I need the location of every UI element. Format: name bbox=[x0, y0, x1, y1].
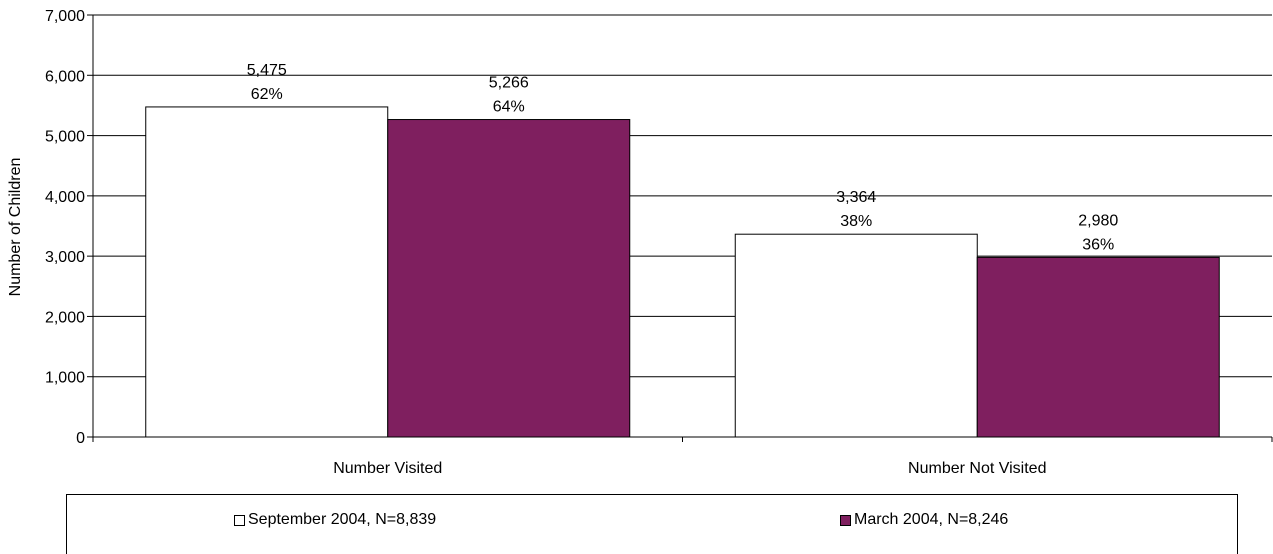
y-tick-label: 4,000 bbox=[45, 189, 85, 206]
x-tick-label: Number Not Visited bbox=[908, 460, 1046, 477]
data-label-percent: 38% bbox=[840, 213, 872, 230]
y-tick-label: 1,000 bbox=[45, 370, 85, 387]
legend-swatch-march bbox=[840, 514, 851, 526]
data-labels: 5,475 62% 5,266 64% 3,364 38% 2,980 36% bbox=[247, 62, 1119, 253]
legend-label-september: September 2004, N=8,839 bbox=[248, 511, 437, 528]
data-label-value: 5,475 bbox=[247, 62, 287, 79]
legend-label-march: March 2004, N=8,246 bbox=[854, 511, 1009, 528]
bar-september-visited bbox=[145, 106, 389, 438]
bar-chart: 0 1,000 2,000 3,000 4,000 5,000 6,000 7,000 Num… bbox=[7, 8, 1273, 477]
data-label-value: 5,266 bbox=[489, 75, 529, 92]
data-label-percent: 62% bbox=[251, 86, 283, 103]
data-label-percent: 36% bbox=[1082, 236, 1114, 253]
data-label-value: 3,364 bbox=[836, 189, 876, 206]
y-tick-labels: 0 1,000 2,000 3,000 4,000 5,000 6,000 7,000 bbox=[45, 8, 85, 447]
y-tick-label: 6,000 bbox=[45, 68, 85, 85]
y-tick-label: 5,000 bbox=[45, 129, 85, 146]
bars bbox=[145, 106, 1220, 438]
y-tick-label: 7,000 bbox=[45, 8, 85, 25]
x-tick-label: Number Visited bbox=[333, 460, 442, 477]
legend-item-september: September 2004, N=8,839 bbox=[234, 511, 436, 529]
bar-march-visited bbox=[387, 119, 631, 438]
legend: September 2004, N=8,839 March 2004, N=8,… bbox=[66, 494, 1238, 554]
y-tick-label: 0 bbox=[76, 430, 85, 447]
y-tick-label: 3,000 bbox=[45, 249, 85, 266]
y-tick-label: 2,000 bbox=[45, 309, 85, 326]
x-tick-labels: Number Visited Number Not Visited bbox=[333, 460, 1046, 477]
legend-item-march: March 2004, N=8,246 bbox=[840, 511, 1008, 529]
data-label-value: 2,980 bbox=[1078, 212, 1118, 229]
bar-march-not-visited bbox=[976, 256, 1220, 438]
axes bbox=[87, 14, 1273, 442]
legend-swatch-september bbox=[234, 514, 245, 526]
data-label-percent: 64% bbox=[493, 99, 525, 116]
y-axis-label: Number of Children bbox=[7, 158, 24, 297]
bar-september-not-visited bbox=[734, 233, 978, 438]
